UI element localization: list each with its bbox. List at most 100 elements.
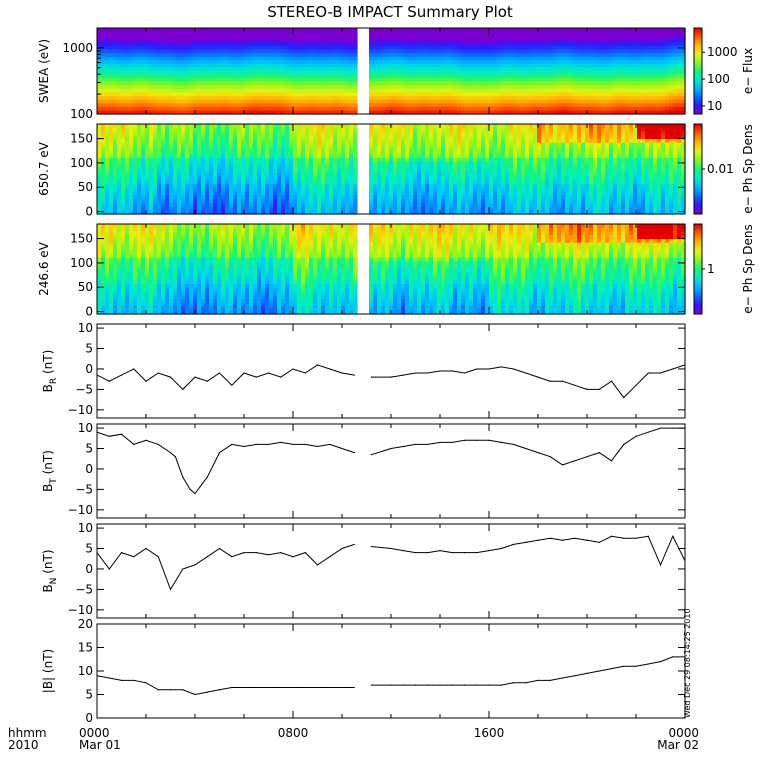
heatmap-cell: [305, 89, 310, 93]
heatmap-cell: [141, 57, 146, 61]
heatmap-cell: [261, 199, 266, 203]
heatmap-cell: [425, 67, 430, 71]
heatmap-cell: [521, 89, 526, 93]
heatmap-cell: [489, 107, 494, 111]
heatmap-cell: [417, 32, 422, 36]
heatmap-cell: [525, 89, 530, 93]
heatmap-cell: [629, 32, 634, 36]
heatmap-cell: [377, 96, 382, 100]
heatmap-cell: [197, 162, 202, 166]
heatmap-cell: [265, 100, 270, 104]
heatmap-cell: [101, 139, 106, 143]
heatmap-cell: [413, 39, 418, 43]
heatmap-cell: [269, 82, 274, 86]
heatmap-cell: [185, 162, 190, 166]
heatmap-cell: [509, 82, 514, 86]
heatmap-cell: [125, 139, 130, 143]
heatmap-cell: [593, 57, 598, 61]
heatmap-cell: [193, 162, 198, 166]
heatmap-cell: [501, 93, 506, 97]
heatmap-cell: [337, 78, 342, 82]
heatmap-cell: [237, 180, 242, 184]
heatmap-cell: [473, 107, 478, 111]
heatmap-cell: [513, 93, 518, 97]
heatmap-cell: [313, 180, 318, 184]
heatmap-cell: [285, 85, 290, 89]
heatmap-cell: [325, 71, 330, 75]
heatmap-cell: [209, 107, 214, 111]
heatmap-cell: [221, 64, 226, 68]
heatmap-cell: [513, 39, 518, 43]
heatmap-cell: [113, 28, 118, 32]
heatmap-cell: [637, 60, 642, 64]
heatmap-cell: [605, 60, 610, 64]
heatmap-cell: [369, 60, 374, 64]
heatmap-cell: [533, 35, 538, 39]
heatmap-cell: [189, 46, 194, 50]
heatmap-cell: [281, 150, 286, 154]
heatmap-cell: [221, 143, 226, 147]
heatmap-cell: [497, 107, 502, 111]
heatmap-cell: [289, 46, 294, 50]
heatmap-cell: [121, 158, 126, 162]
heatmap-cell: [257, 103, 262, 107]
heatmap-cell: [201, 32, 206, 36]
heatmap-cell: [217, 42, 222, 46]
heatmap-cell: [673, 64, 678, 68]
heatmap-cell: [105, 124, 110, 128]
heatmap-cell: [289, 139, 294, 143]
heatmap-cell: [129, 103, 134, 107]
heatmap-cell: [373, 42, 378, 46]
heatmap-cell: [257, 135, 262, 139]
heatmap-cell: [297, 35, 302, 39]
heatmap-cell: [309, 50, 314, 54]
heatmap-cell: [329, 169, 334, 173]
heatmap-cell: [213, 75, 218, 79]
heatmap-cell: [181, 60, 186, 64]
heatmap-cell: [637, 50, 642, 54]
heatmap-cell: [253, 28, 258, 32]
heatmap-cell: [269, 67, 274, 71]
heatmap-cell: [241, 169, 246, 173]
heatmap-cell: [261, 53, 266, 57]
heatmap-cell: [369, 57, 374, 61]
heatmap-cell: [225, 46, 230, 50]
heatmap-cell: [217, 64, 222, 68]
heatmap-cell: [285, 124, 290, 128]
heatmap-cell: [149, 60, 154, 64]
heatmap-cell: [209, 132, 214, 136]
heatmap-cell: [421, 32, 426, 36]
heatmap-cell: [669, 89, 674, 93]
heatmap-cell: [261, 42, 266, 46]
heatmap-cell: [101, 154, 106, 158]
heatmap-cell: [129, 78, 134, 82]
heatmap-cell: [213, 150, 218, 154]
heatmap-cell: [385, 71, 390, 75]
heatmap-cell: [169, 143, 174, 147]
heatmap-cell: [561, 35, 566, 39]
heatmap-cell: [405, 39, 410, 43]
heatmap-cell: [577, 39, 582, 43]
heatmap-cell: [557, 57, 562, 61]
heatmap-cell: [253, 184, 258, 188]
heatmap-cell: [329, 184, 334, 188]
heatmap-cell: [109, 147, 114, 151]
heatmap-cell: [141, 165, 146, 169]
heatmap-cell: [521, 100, 526, 104]
heatmap-cell: [621, 96, 626, 100]
heatmap-cell: [565, 82, 570, 86]
heatmap-cell: [461, 85, 466, 89]
heatmap-cell: [145, 139, 150, 143]
heatmap-cell: [493, 42, 498, 46]
heatmap-cell: [173, 50, 178, 54]
heatmap-cell: [177, 162, 182, 166]
heatmap-cell: [277, 82, 282, 86]
heatmap-cell: [109, 57, 114, 61]
heatmap-cell: [513, 35, 518, 39]
heatmap-cell: [533, 42, 538, 46]
heatmap-cell: [149, 158, 154, 162]
heatmap-cell: [153, 78, 158, 82]
heatmap-cell: [305, 85, 310, 89]
heatmap-cell: [337, 154, 342, 158]
heatmap-cell: [617, 67, 622, 71]
